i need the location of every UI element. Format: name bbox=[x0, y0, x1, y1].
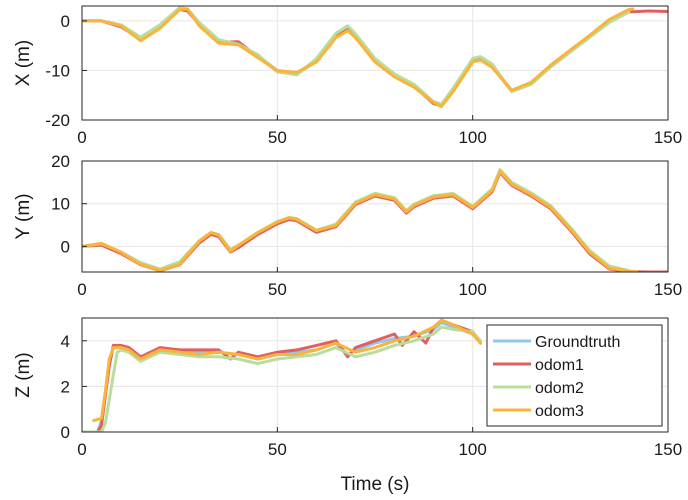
y-tick-label: 4 bbox=[61, 332, 70, 351]
series-group bbox=[82, 318, 482, 432]
y-axis-label: Z (m) bbox=[13, 352, 34, 397]
legend-label-odom1: odom1 bbox=[535, 357, 584, 374]
x-tick-label: 50 bbox=[268, 440, 287, 459]
x-tick-label: 100 bbox=[458, 128, 486, 147]
axes-box bbox=[81, 317, 669, 433]
x-tick-label: 150 bbox=[654, 280, 682, 299]
y-tick-label: 2 bbox=[61, 377, 70, 396]
y-axis-label: X (m) bbox=[13, 40, 34, 86]
axes-box bbox=[81, 160, 669, 273]
series-line-odom1 bbox=[82, 318, 482, 432]
series-line-odom2 bbox=[82, 325, 482, 432]
y-tick-label: -20 bbox=[45, 111, 70, 130]
y-axis-label: Y (m) bbox=[13, 193, 34, 239]
axes-box bbox=[81, 5, 669, 121]
x-axis-label: Time (s) bbox=[341, 474, 410, 495]
y-tick-label: 10 bbox=[51, 195, 70, 214]
panel-1: 0 50 100 150 -20 -10 0 X (m) bbox=[13, 5, 682, 147]
legend-label-groundtruth: Groundtruth bbox=[535, 334, 620, 351]
x-tick-label: 50 bbox=[268, 128, 287, 147]
x-tick-label: 100 bbox=[458, 280, 486, 299]
legend-label-odom2: odom2 bbox=[535, 380, 584, 397]
panel-2: 0 50 100 150 0 10 20 Y (m) bbox=[13, 152, 682, 299]
plot-area bbox=[82, 161, 668, 272]
x-tick-label: 150 bbox=[654, 128, 682, 147]
y-tick-label: 0 bbox=[61, 423, 70, 442]
legend: Groundtruth odom1 odom2 odom3 bbox=[486, 324, 663, 427]
series-line-odom3 bbox=[82, 7, 635, 109]
y-tick-label: 0 bbox=[61, 12, 70, 31]
x-tick-label: 50 bbox=[268, 280, 287, 299]
series-line-odom3 bbox=[92, 318, 482, 423]
x-tick-label: 0 bbox=[77, 128, 86, 147]
series-group bbox=[82, 6, 668, 109]
series-group bbox=[82, 168, 668, 272]
panel-3: 0 50 100 150 0 2 4 Z (m) Time (s) Groundtruth odom… bbox=[13, 317, 682, 495]
y-tick-label: 0 bbox=[61, 237, 70, 256]
series-line-odom3 bbox=[82, 169, 639, 272]
x-tick-label: 150 bbox=[654, 440, 682, 459]
x-tick-label: 0 bbox=[77, 280, 86, 299]
y-tick-label: -10 bbox=[45, 61, 70, 80]
x-tick-label: 100 bbox=[458, 440, 486, 459]
y-tick-label: 20 bbox=[51, 152, 70, 171]
x-tick-label: 0 bbox=[77, 440, 86, 459]
legend-label-odom3: odom3 bbox=[535, 403, 584, 420]
